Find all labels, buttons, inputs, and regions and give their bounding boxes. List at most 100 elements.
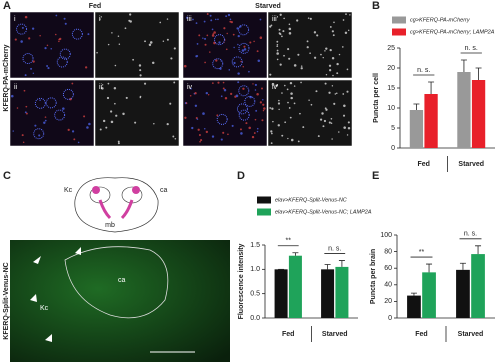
image-texture [24, 111, 27, 114]
error-bar [475, 245, 482, 255]
image-texture [253, 132, 256, 134]
image-texture [170, 57, 173, 60]
image-tile [94, 79, 180, 147]
image-texture [282, 30, 285, 33]
image-texture [323, 119, 327, 123]
image-texture [219, 67, 222, 70]
image-texture [96, 51, 98, 54]
nucleus [216, 113, 228, 125]
image-texture [270, 24, 273, 27]
image-texture [23, 89, 26, 92]
y-tick-label: 60 [384, 265, 392, 272]
image-texture [270, 132, 273, 135]
image-texture [261, 87, 263, 90]
image-texture [25, 105, 28, 108]
image-texture [329, 48, 332, 52]
nucleus [62, 88, 74, 100]
image-texture [14, 38, 17, 41]
image-texture [211, 82, 214, 84]
x-tick-label: Fed [418, 161, 430, 168]
image-texture [226, 32, 228, 35]
image-texture [319, 118, 323, 121]
diagram-label: Kc [64, 187, 73, 194]
image-texture [297, 53, 300, 56]
image-texture [287, 101, 289, 104]
y-tick-label: 10 [387, 105, 395, 112]
image-texture [336, 72, 339, 75]
image-texture [338, 53, 341, 56]
image-texture [151, 61, 155, 65]
image-texture [331, 85, 334, 87]
image-texture [83, 115, 86, 118]
image-texture [299, 112, 301, 115]
image-texture [330, 122, 333, 124]
image-texture [308, 99, 310, 101]
panel-label: E [372, 170, 379, 182]
image-tile [9, 11, 95, 79]
panel-label: A [3, 0, 11, 12]
image-texture [113, 87, 117, 90]
image-texture [117, 35, 120, 38]
image-texture [114, 64, 117, 67]
image-texture [240, 132, 243, 135]
image-texture [237, 35, 240, 38]
image-texture [343, 114, 346, 117]
bar [471, 80, 486, 148]
bar [335, 266, 349, 318]
legend-label: cg>KFERQ-PA-mCherry [410, 17, 471, 23]
image-texture [39, 34, 41, 37]
image-texture [166, 38, 169, 41]
image-texture [349, 14, 351, 16]
image-texture [254, 118, 257, 121]
y-axis-label: Fluorescence intensity [238, 243, 245, 319]
image-texture [249, 41, 252, 44]
image-texture [283, 17, 285, 20]
image-texture [117, 142, 120, 145]
image-texture [276, 40, 279, 43]
nucleus [238, 42, 250, 54]
image-texture [242, 66, 244, 68]
image-texture [207, 94, 210, 96]
image-texture [293, 102, 296, 105]
image-texture [25, 112, 28, 115]
y-tick-label: 15 [387, 85, 395, 92]
image-texture [63, 17, 66, 20]
image-texture [289, 116, 292, 119]
image-texture [30, 67, 33, 70]
image-texture [325, 47, 328, 50]
image-texture [254, 89, 257, 91]
image-texture [300, 81, 302, 84]
image-texture [297, 140, 300, 143]
image-texture [211, 135, 215, 138]
arrowheads [30, 247, 81, 342]
image-texture [86, 126, 89, 129]
image-texture [55, 14, 58, 17]
legend-swatch [257, 196, 271, 204]
x-tick-label: Starved [322, 331, 348, 338]
image-texture [333, 102, 336, 105]
image-texture [44, 116, 47, 118]
image-texture [242, 87, 245, 90]
image-texture [306, 40, 309, 43]
nucleus [34, 97, 46, 109]
image-texture [281, 35, 283, 38]
panel-label: C [3, 170, 11, 182]
image-tile [267, 11, 353, 79]
row-label: KFERQ-PA-mCherry [3, 44, 10, 111]
image-texture [192, 18, 194, 21]
image-texture [39, 99, 41, 101]
y-tick-label: 100 [380, 232, 392, 239]
image-texture [16, 107, 19, 109]
image-texture [269, 73, 272, 76]
image-texture [185, 102, 188, 104]
nucleus [244, 95, 256, 107]
image-texture [194, 104, 198, 107]
image-texture [335, 92, 338, 95]
image-texture [202, 37, 204, 39]
image-texture [320, 53, 322, 56]
image-texture [328, 121, 331, 124]
image-texture [206, 13, 209, 15]
image-texture [229, 20, 232, 23]
image-texture [205, 130, 209, 134]
error-bar [410, 292, 417, 296]
